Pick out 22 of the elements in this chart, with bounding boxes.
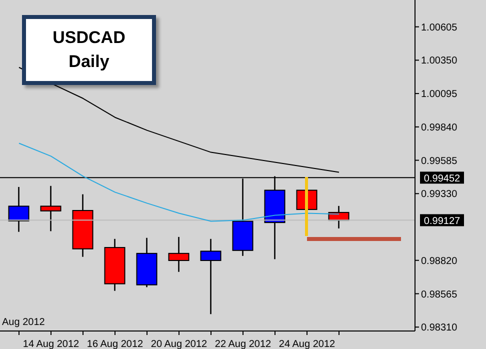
candlestick bbox=[8, 186, 30, 232]
y-tick-label: 1.00095 bbox=[421, 89, 458, 100]
y-tick-label: 0.99585 bbox=[421, 156, 458, 167]
y-tick-label: 1.00605 bbox=[421, 22, 458, 34]
y-tick-label: 0.99840 bbox=[421, 122, 458, 134]
annotation: Aug 2012 bbox=[2, 317, 45, 328]
y-tick-label: 0.98820 bbox=[421, 256, 458, 267]
ref-line-label: 0.99127 bbox=[424, 216, 461, 228]
ref-line-label: 0.99452 bbox=[424, 174, 461, 185]
x-tick-label: 16 Aug 2012 bbox=[86, 339, 144, 349]
y-tick-label: 0.99330 bbox=[421, 189, 458, 200]
y-tick-label: 0.98565 bbox=[421, 289, 458, 300]
y-tick-label: 1.00350 bbox=[421, 56, 458, 67]
x-tick-label: 14 Aug 2012 bbox=[22, 339, 80, 349]
x-tick-label: 20 Aug 2012 bbox=[150, 339, 208, 349]
x-tick-label: 22 Aug 2012 bbox=[214, 339, 272, 349]
label-box: USDCAD Daily bbox=[22, 15, 156, 85]
candlestick bbox=[40, 185, 62, 232]
candlestick bbox=[168, 236, 190, 273]
y-tick-label: 0.98310 bbox=[421, 322, 458, 334]
x-tick-label: 24 Aug 2012 bbox=[278, 339, 336, 349]
candlestick bbox=[200, 238, 222, 315]
